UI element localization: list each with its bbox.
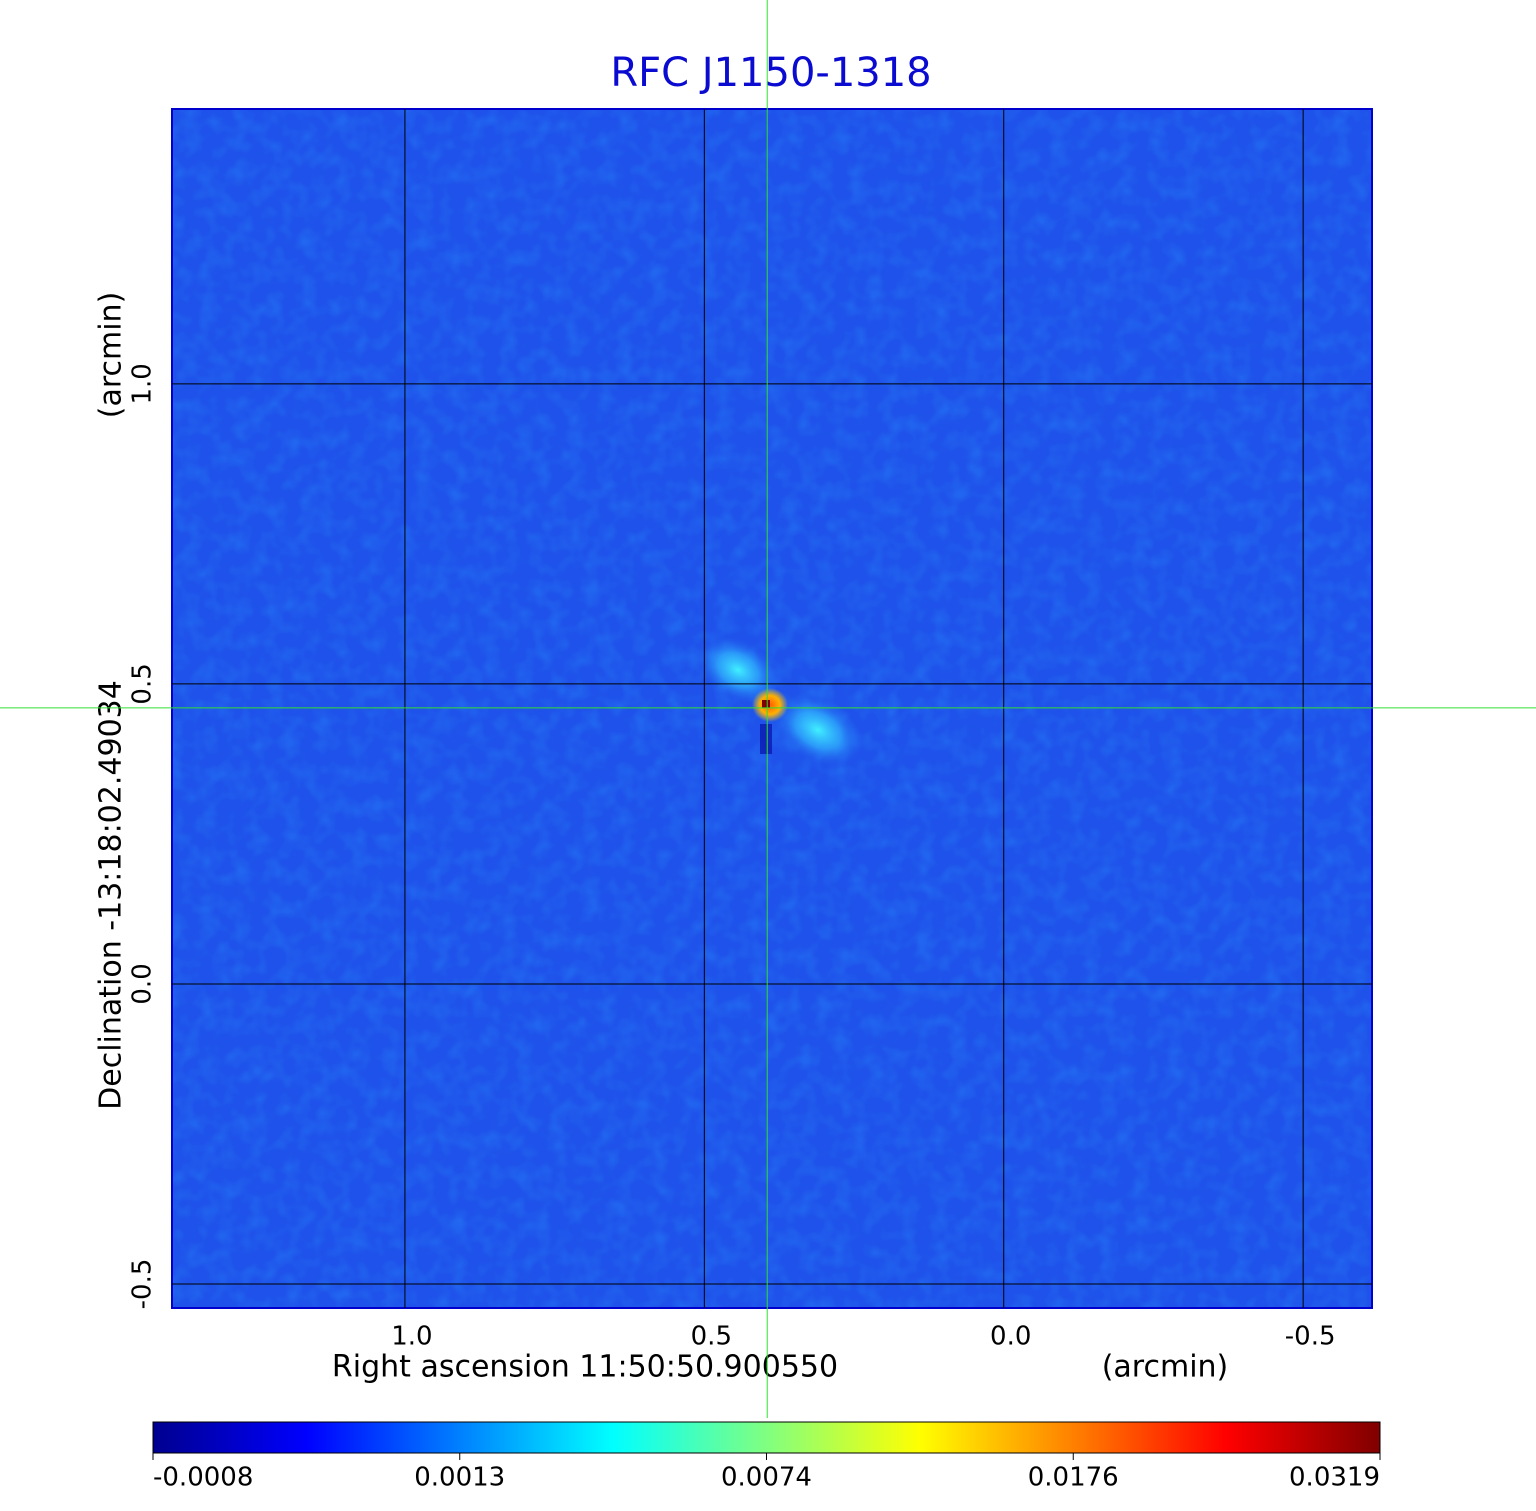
x-tick-label: 0.0 [990, 1322, 1031, 1352]
x-axis-label: Right ascension 11:50:50.900550 [332, 1350, 838, 1385]
source-lobe [697, 635, 779, 705]
colorbar-tick-label: 0.0319 [1289, 1463, 1380, 1493]
x-tick-label: -0.5 [1285, 1322, 1336, 1352]
y-tick-label: 1.0 [128, 363, 158, 404]
colorbar-tick-label: 0.0176 [1028, 1463, 1119, 1493]
y-tick-label: 0.5 [128, 663, 158, 704]
source-lobe [773, 693, 863, 767]
colorbar-tick-label: -0.0008 [153, 1463, 253, 1493]
colorbar-tick-label: 0.0013 [414, 1463, 505, 1493]
y-axis-label: Declination -13:18:02.49034 [94, 680, 129, 1110]
plot-frame [171, 108, 1373, 1309]
colorbar [152, 1421, 1381, 1454]
y-axis-unit: (arcmin) [94, 292, 129, 419]
x-axis-unit: (arcmin) [1102, 1350, 1229, 1385]
source-dip [760, 724, 772, 754]
chart-title: RFC J1150-1318 [610, 50, 931, 96]
x-tick-label: 0.5 [691, 1322, 732, 1352]
colorbar-tick-label: 0.0074 [721, 1463, 812, 1493]
y-tick-label: 0.0 [128, 963, 158, 1004]
source-peak [762, 700, 770, 708]
image [172, 109, 1372, 1308]
y-tick-label: -0.5 [128, 1259, 158, 1310]
x-tick-label: 1.0 [391, 1322, 432, 1352]
